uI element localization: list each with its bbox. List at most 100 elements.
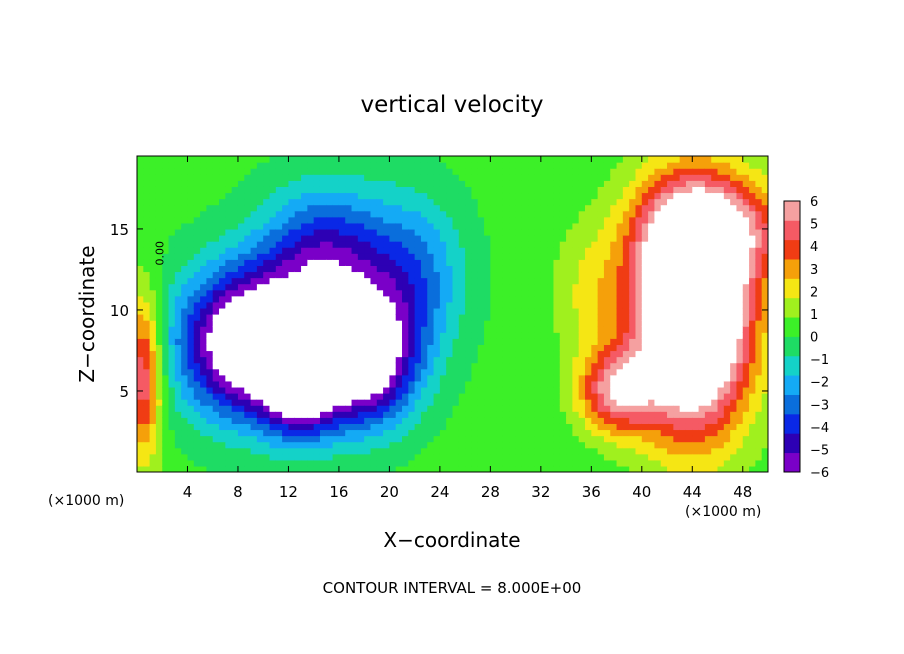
field-cell [313, 326, 321, 333]
field-cell [635, 228, 643, 236]
field-cell [351, 186, 359, 194]
field-cell [629, 465, 637, 472]
field-cell [635, 344, 643, 352]
field-cell [534, 405, 542, 412]
field-cell [395, 301, 403, 309]
field-cell [402, 465, 409, 472]
field-cell [547, 435, 555, 443]
field-cell [711, 368, 719, 376]
field-cell [376, 344, 384, 352]
field-cell [648, 241, 656, 248]
field-cell [288, 429, 296, 437]
field-cell [237, 235, 245, 242]
field-cell [477, 332, 485, 339]
field-cell [458, 228, 466, 236]
field-cell [635, 465, 643, 472]
field-cell [237, 222, 245, 230]
field-cell [648, 465, 656, 472]
field-cell [168, 174, 176, 181]
field-cell [307, 423, 315, 431]
field-cell [370, 405, 378, 412]
field-cell [332, 350, 340, 358]
field-cell [307, 253, 315, 260]
field-cell [673, 380, 681, 388]
field-cell [458, 399, 466, 406]
field-cell [629, 186, 637, 194]
field-cell [578, 332, 586, 339]
field-cell [439, 441, 447, 449]
field-cell [490, 259, 498, 266]
field-cell [603, 374, 611, 382]
field-cell [282, 417, 290, 424]
field-cell [225, 441, 233, 449]
field-cell [559, 156, 567, 163]
field-cell [559, 253, 567, 260]
field-cell [635, 283, 643, 291]
field-cell [723, 344, 731, 352]
field-cell [629, 271, 637, 279]
field-cell [364, 453, 372, 461]
field-cell [187, 222, 195, 230]
field-cell [717, 314, 725, 321]
field-cell [711, 411, 719, 418]
field-cell [736, 380, 744, 388]
field-cell [679, 222, 687, 230]
field-cell [490, 380, 498, 388]
field-cell [692, 459, 700, 467]
field-cell [143, 453, 151, 461]
field-cell [660, 289, 668, 297]
field-cell [137, 289, 144, 297]
field-cell [439, 198, 447, 206]
field-cell [515, 465, 523, 472]
field-cell [200, 350, 208, 358]
field-cell [553, 295, 561, 303]
field-cell [237, 180, 245, 187]
field-cell [313, 247, 321, 254]
field-cell [622, 307, 630, 315]
field-cell [174, 174, 182, 181]
field-cell [742, 441, 750, 449]
field-cell [692, 174, 700, 181]
field-cell [452, 259, 460, 266]
field-cell [502, 180, 510, 187]
field-cell [471, 235, 479, 242]
field-cell [711, 192, 719, 200]
field-cell [395, 271, 403, 279]
field-cell [351, 295, 359, 303]
field-cell [528, 241, 536, 248]
field-cell [654, 228, 662, 236]
field-cell [351, 362, 359, 370]
field-cell [502, 411, 510, 418]
field-cell [351, 405, 359, 412]
field-cell [597, 459, 605, 467]
field-cell [597, 210, 605, 218]
field-cell [660, 235, 668, 242]
field-cell [679, 429, 687, 437]
field-cell [717, 228, 725, 236]
field-cell [206, 326, 214, 333]
field-cell [679, 192, 687, 200]
field-cell [572, 326, 580, 333]
field-cell [206, 180, 214, 187]
field-cell [528, 198, 536, 206]
field-cell [168, 186, 176, 194]
field-cell [521, 362, 529, 370]
field-cell [704, 465, 712, 472]
field-cell [484, 362, 491, 370]
field-cell [629, 259, 637, 266]
field-cell [383, 332, 390, 339]
field-cell [383, 228, 390, 236]
field-cell [471, 393, 479, 400]
field-cell [648, 374, 656, 382]
field-cell [244, 295, 252, 303]
field-cell [629, 417, 637, 424]
field-cell [313, 241, 321, 248]
field-cell [572, 253, 580, 260]
field-cell [395, 295, 403, 303]
field-cell [534, 423, 542, 431]
field-cell [168, 332, 176, 339]
field-cell [553, 301, 561, 309]
field-cell [622, 386, 630, 394]
field-cell [585, 326, 592, 333]
field-cell [433, 320, 441, 327]
